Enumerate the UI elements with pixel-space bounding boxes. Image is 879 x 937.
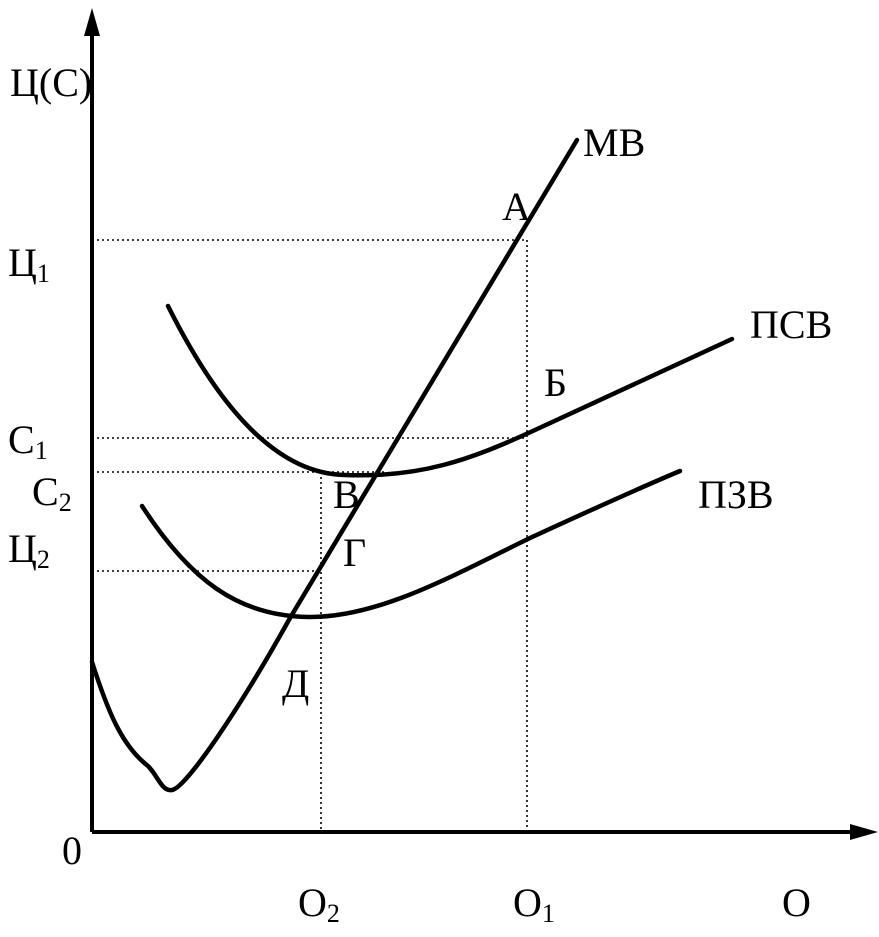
origin-label: 0 <box>62 828 82 873</box>
point-label-v: В <box>333 472 360 517</box>
series-label-mv: МВ <box>583 120 645 165</box>
y-tick-label-cost-2: С2 <box>32 469 72 517</box>
point-label-d: Д <box>282 661 309 706</box>
y-tick-label-price-2: Ц2 <box>8 526 50 574</box>
x-axis-arrow <box>850 824 878 840</box>
y-tick-label-price-1: Ц1 <box>8 240 50 288</box>
series-line-pzv <box>139 468 683 620</box>
x-tick-label-quantity-2: О2 <box>298 880 340 928</box>
x-tick-label-quantity-1: О1 <box>513 880 555 928</box>
y-axis-arrow <box>84 8 100 36</box>
series-line-psv <box>165 303 735 478</box>
point-label-g: Г <box>343 530 366 575</box>
y-tick-label-cost-1: С1 <box>8 417 48 465</box>
series-label-psv: ПСВ <box>750 302 832 347</box>
series-line-mv <box>89 137 580 793</box>
y-axis-label: Ц(С) <box>10 60 92 105</box>
point-label-b: Б <box>544 360 567 405</box>
point-label-a: А <box>502 184 531 229</box>
x-axis-label: О <box>782 880 811 925</box>
series-label-pzv: ПЗВ <box>698 472 774 517</box>
